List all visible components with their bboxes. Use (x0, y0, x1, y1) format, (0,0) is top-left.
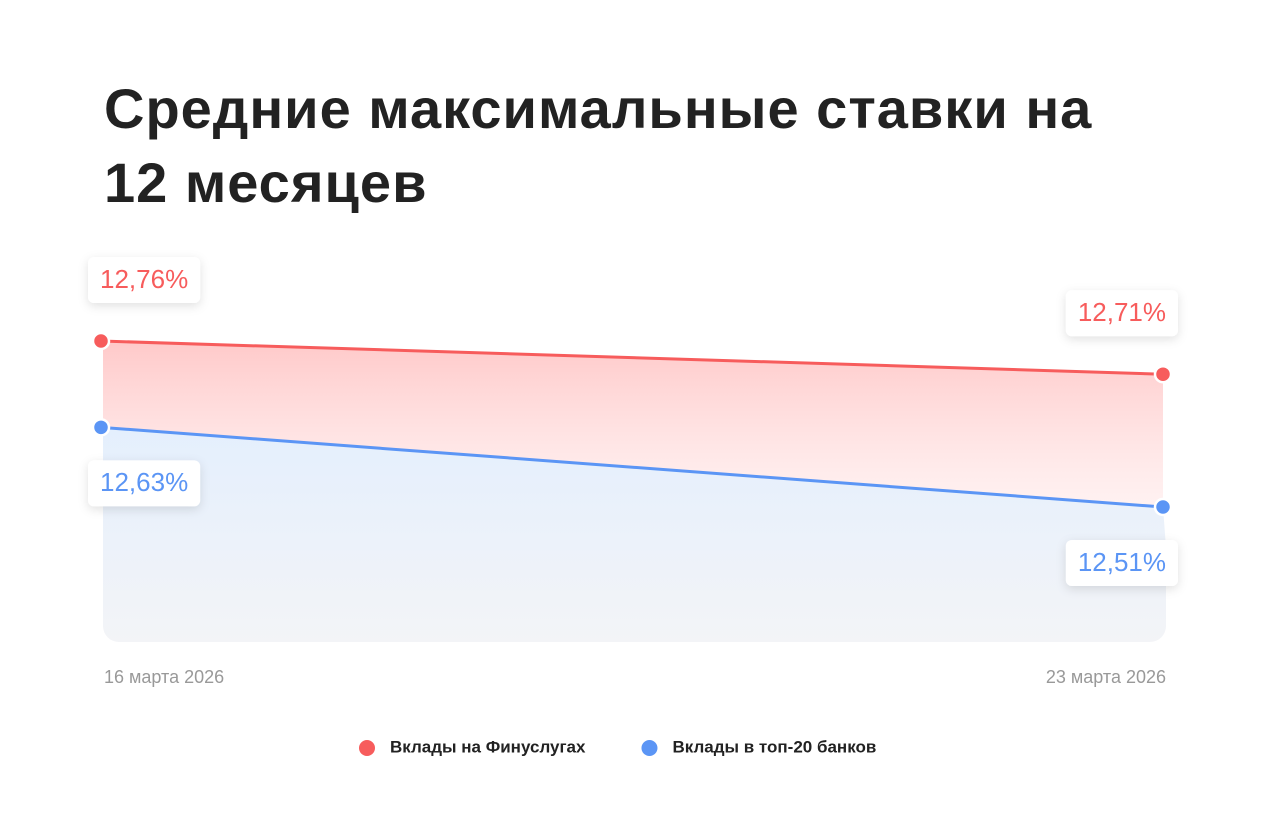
plot-area (103, 341, 1166, 642)
area (103, 341, 1163, 507)
line (100, 339, 1164, 376)
value-label-box (1065, 290, 1178, 337)
point (91, 418, 111, 437)
legend-marker (641, 740, 658, 756)
value-label-box (88, 460, 201, 507)
point (1153, 364, 1173, 384)
value-label: 12,71% (1078, 297, 1166, 327)
value-label: 12,51% (1078, 547, 1166, 577)
value-label-box (88, 257, 201, 303)
value-label-box (1065, 540, 1178, 586)
point (1153, 497, 1173, 517)
x-tick-label: 16 марта 2026 (104, 667, 224, 687)
legend: Вклады на Финуслугах Вклады в топ-20 банк… (359, 737, 876, 756)
point (91, 331, 111, 351)
x-tick-label: 23 марта 2026 (1046, 667, 1166, 687)
legend-label: Вклады на Финуслугах (390, 737, 586, 756)
value-label: 12,63% (100, 467, 188, 497)
line (100, 425, 1164, 509)
legend-label: Вклады в топ-20 банков (672, 737, 876, 756)
value-label: 12,76% (100, 264, 188, 294)
legend-marker (359, 740, 375, 756)
area (103, 427, 1166, 642)
chart-title: Средние максимальные ставки на 12 месяце… (104, 77, 1093, 214)
